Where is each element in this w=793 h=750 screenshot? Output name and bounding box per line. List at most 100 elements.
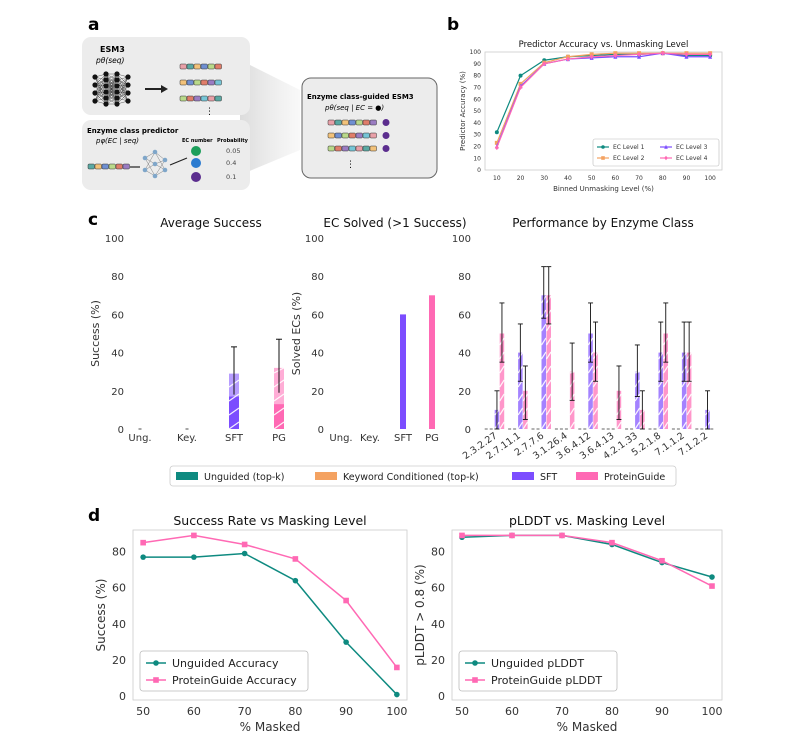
nn-edge [105,85,118,105]
nn-edge [94,84,107,99]
hatch-mark [545,323,552,332]
seq-cell [108,163,116,170]
bar-pg [663,333,668,429]
legend-swatch [512,472,534,480]
seq-cell [193,95,201,102]
x-tick-label: PG [425,433,439,444]
ec-dot-blue-icon [191,158,201,168]
chart-title: Performance by Enzyme Class [512,216,693,230]
esm3-title: ESM3 [100,45,125,54]
y-tick-label: 20 [311,387,324,398]
hatch-mark [686,407,692,416]
bar-sft [635,371,640,429]
nn-node [103,83,109,89]
probability-3: 0.1 [226,173,236,181]
data-point [542,61,547,67]
seq-cell [341,119,349,126]
seq-cell [193,63,201,70]
data-point [664,155,668,161]
y-axis-label: Predictor Accuracy (%) [459,71,467,151]
x-tick-label: 60 [187,705,201,718]
chart-title: Average Success [160,216,261,230]
x-axis-label: % Masked [557,720,618,734]
hatch-mark [228,407,240,416]
data-point [518,84,523,90]
nn-node [125,90,131,96]
guided-title: Enzyme class-guided ESM3 [307,93,414,101]
nn-node [142,167,148,173]
hatch-mark [545,407,552,416]
x-axis-label: % Masked [240,720,301,734]
nn-node [114,89,120,95]
hatch-mark [657,407,664,416]
legend-label: ProteinGuide [604,472,665,483]
x-tick-label: Key. [360,433,380,444]
bar-sft [400,314,406,429]
legend-label: ProteinGuide pLDDT [491,674,602,687]
seq-cell [186,79,194,86]
hatch-mark [545,421,552,430]
probability-2: 0.4 [226,159,236,167]
nn-node [162,167,168,173]
nn-node [103,77,109,83]
data-point [292,577,299,584]
chart-title: EC Solved (>1 Success) [323,216,466,230]
legend-swatch [176,472,198,480]
hatch-mark [592,421,599,430]
hatch-mark [499,407,505,416]
y-tick-label: 30 [473,132,481,139]
seq-cell [87,163,95,170]
seq-cell [214,95,222,102]
legend-swatch [576,472,598,480]
x-tick-label: Key. [177,433,197,444]
panel-label-d: d [88,506,100,526]
y-tick-label: 80 [431,546,445,559]
x-tick-label: 80 [288,705,302,718]
y-tick-label: 50 [473,108,481,115]
y-tick-label: 60 [431,582,445,595]
y-tick-label: 0 [318,425,324,436]
y-tick-label: 20 [112,654,126,667]
data-point [659,557,665,564]
hatch-mark [540,365,547,374]
x-tick-label: 40 [564,175,572,182]
hatch-mark [545,337,552,346]
hatch-mark [657,393,664,402]
x-tick-label: SFT [225,433,244,444]
hatch-mark [587,407,594,416]
nn-edge [154,151,166,171]
x-tick-label: 90 [655,705,669,718]
chart-performance-by-class: Performance by Enzyme Class0204060801002… [452,216,714,462]
x-tick-label: 50 [588,175,596,182]
y-tick-label: 60 [111,310,124,321]
legend-box [592,138,720,167]
hatch-mark [686,393,692,402]
seq-cell [341,132,349,139]
data-point [565,56,570,62]
chart-predictor-accuracy: 0 10 20 30 40 50 60 70 80 90 100 10 20 30 40 50 60 70 80 90… [459,40,723,193]
data-point [494,145,499,151]
seq-cell [355,145,363,152]
data-point [559,532,565,539]
predictor-title: Enzyme class predictor [87,127,179,135]
bar-inner [229,396,239,429]
seq-cell [207,95,215,102]
nn-edge [116,76,129,99]
seq-cell [348,145,356,152]
guided-formula: pθ(seq | EC = ●) [324,104,384,112]
panel-label-b: b [447,15,459,35]
x-tick-label: 10 [493,175,501,182]
hatch-mark [662,421,669,430]
y-tick-label: 80 [112,546,126,559]
data-point [191,554,197,560]
nn-node [152,161,158,167]
data-point [140,539,146,546]
panel-a-schematic: ESM3 pθ(seq) ⋮ Enzyme class predictor pφ… [82,37,438,190]
ec-dot-green-icon [191,146,201,156]
nn-edge [105,73,118,93]
y-axis-label: Success (%) [89,300,102,367]
x-tick-label: 60 [612,175,620,182]
hatch-mark [592,407,599,416]
seq-cell [179,63,187,70]
data-point [153,660,159,666]
